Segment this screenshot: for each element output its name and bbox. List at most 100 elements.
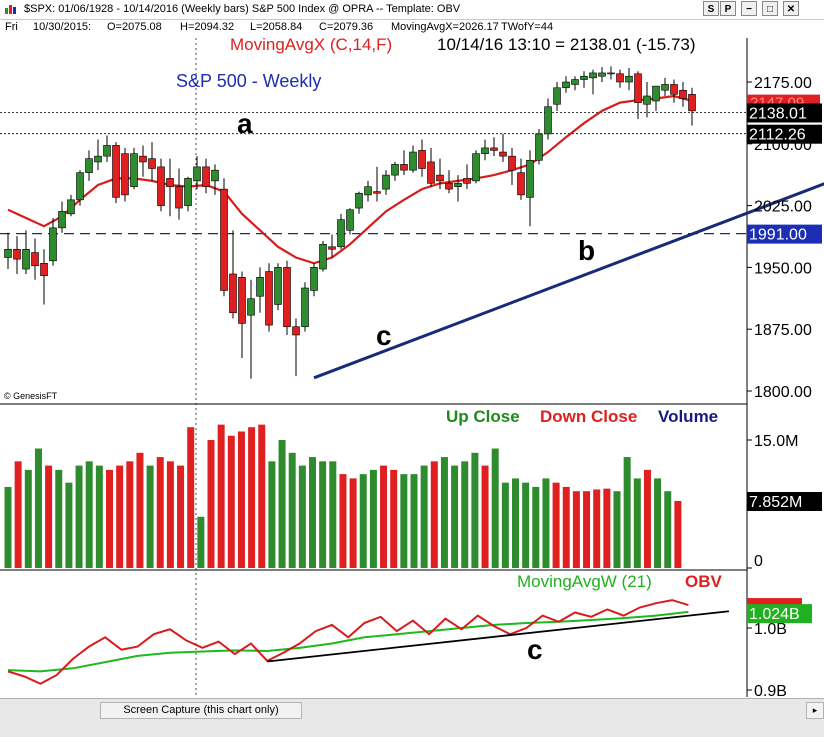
volume-bar	[512, 478, 519, 568]
scroll-right-button[interactable]: ▸	[806, 702, 824, 719]
genesis-credit: © GenesisFT	[4, 391, 58, 401]
candle	[382, 170, 390, 195]
candle	[274, 263, 282, 311]
volume-bar	[583, 491, 591, 568]
legend-up-close: Up Close	[446, 407, 520, 426]
volume-bar	[166, 461, 174, 568]
candle	[463, 164, 471, 190]
candle	[634, 71, 642, 120]
volume-bar	[14, 461, 22, 568]
candle	[517, 158, 525, 200]
volume-bar	[400, 474, 408, 568]
volume-bar	[146, 465, 154, 568]
volume-bar	[288, 452, 296, 568]
volume-bar	[116, 465, 124, 568]
candle	[616, 69, 624, 88]
volume-bar	[633, 478, 641, 568]
volume-bar	[623, 457, 631, 568]
candle	[49, 217, 57, 266]
candle	[157, 158, 165, 212]
candle	[166, 158, 174, 217]
price-y-axis: 1800.001875.001950.002025.002100.002175.…	[747, 75, 812, 401]
indicator-label: MovingAvgX (C,14,F)	[230, 35, 392, 54]
volume-bar	[156, 457, 164, 568]
screen-capture-button[interactable]: Screen Capture (this chart only)	[100, 702, 302, 719]
candle	[499, 133, 507, 162]
candle	[544, 98, 552, 140]
candle	[184, 176, 192, 212]
volume-bar	[593, 489, 601, 568]
bar-high: H=2094.32	[180, 21, 235, 33]
candle	[148, 142, 156, 181]
candle	[445, 170, 453, 194]
candle	[238, 271, 246, 359]
volume-bar	[430, 461, 438, 568]
volume-panel: 0 15.0M 7.852M Up Close Down Close Volume	[0, 407, 822, 571]
volume-bar	[4, 486, 12, 568]
volume-bar	[552, 482, 560, 568]
candle	[193, 156, 201, 190]
obv-lines	[7, 599, 729, 685]
volume-bar	[562, 486, 570, 568]
volume-tick-label: 0	[754, 553, 763, 570]
candle	[283, 260, 291, 335]
candle	[265, 263, 273, 332]
candle	[400, 150, 408, 176]
price-tag-bg	[747, 224, 822, 244]
volume-bar	[45, 465, 53, 568]
volume-bar	[24, 469, 32, 568]
candle	[625, 67, 633, 91]
maximize-button[interactable]: □	[762, 1, 778, 16]
volume-bar	[309, 457, 316, 568]
annotation-a: a	[237, 108, 253, 139]
candle	[13, 236, 21, 274]
candle	[535, 128, 543, 165]
candle	[346, 208, 354, 235]
candle	[355, 191, 363, 214]
volume-bar	[278, 440, 286, 568]
volume-bar	[268, 461, 276, 568]
candle	[319, 241, 327, 272]
close-button[interactable]: ✕	[783, 1, 799, 16]
volume-bar	[654, 478, 662, 568]
candle	[571, 76, 579, 91]
s-button[interactable]: S	[703, 1, 719, 16]
candle	[553, 82, 561, 111]
candle	[220, 178, 228, 297]
volume-bar	[451, 465, 459, 568]
volume-bar	[410, 474, 418, 568]
volume-tag-bg	[747, 491, 822, 511]
volume-bar	[34, 448, 42, 568]
volume-bar	[572, 491, 580, 568]
volume-bar	[461, 461, 469, 568]
p-button[interactable]: P	[720, 1, 736, 16]
price-tag-bg	[747, 124, 822, 144]
price-tick-label: 2025.00	[754, 199, 812, 216]
candle	[58, 201, 66, 233]
volume-last-value-tag: 7.852M	[749, 494, 802, 511]
minimize-button[interactable]: −	[741, 1, 757, 16]
candle	[247, 279, 255, 379]
candles	[4, 66, 696, 379]
volume-bar	[75, 465, 83, 568]
candle	[607, 66, 615, 80]
volume-bar	[643, 469, 651, 568]
price-panel: 1800.001875.001950.002025.002100.002175.…	[0, 35, 824, 697]
status-bar: Screen Capture (this chart only) ▸	[0, 698, 824, 737]
bar-date: 10/30/2015:	[33, 21, 92, 33]
candle	[688, 87, 696, 126]
price-tick-label: 1800.00	[754, 384, 812, 401]
candle	[76, 170, 84, 206]
candle	[256, 267, 264, 313]
candle	[337, 213, 345, 250]
candle	[130, 147, 138, 190]
price-tick-label: 2175.00	[754, 75, 812, 92]
candle	[85, 150, 93, 181]
candle	[139, 145, 147, 177]
volume-bar	[349, 478, 357, 568]
bar-moving-average: MovingAvgX=2026.17	[391, 21, 499, 33]
candle	[229, 230, 237, 319]
bar-info-row: Fri 10/30/2015: O=2075.08 H=2094.32 L=20…	[0, 20, 824, 34]
volume-bar	[237, 431, 245, 568]
volume-bar	[481, 465, 489, 568]
